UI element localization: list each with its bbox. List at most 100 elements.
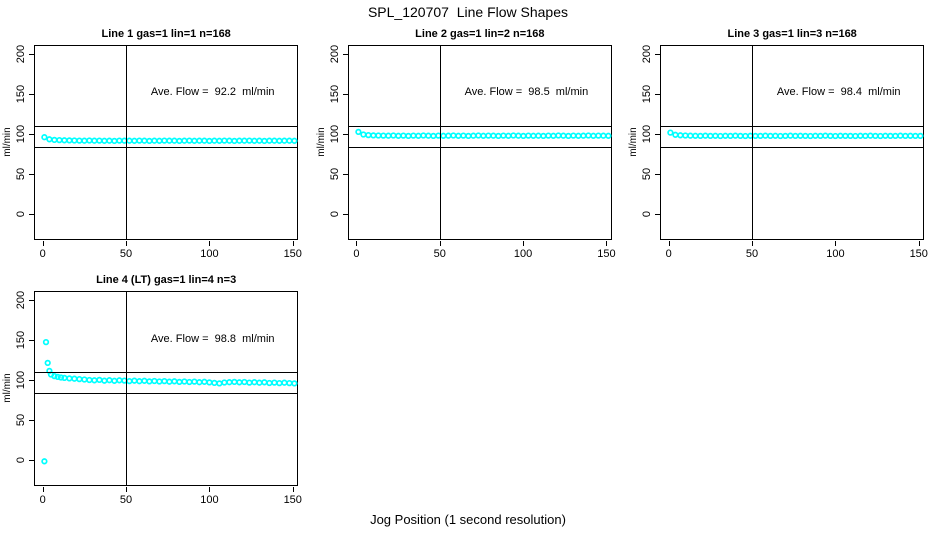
data-point xyxy=(231,378,238,385)
ave-flow-label: Ave. Flow = 98.4 ml/min xyxy=(776,86,901,99)
data-point xyxy=(832,132,839,139)
panel-title: Line 1 gas=1 lin=1 n=168 xyxy=(101,27,231,40)
data-point xyxy=(584,131,592,139)
data-point xyxy=(862,132,869,139)
x-tick xyxy=(292,487,294,493)
data-point xyxy=(81,376,88,383)
data-point xyxy=(777,132,784,139)
x-tick xyxy=(523,241,525,246)
data-point xyxy=(136,377,143,385)
data-point xyxy=(559,132,567,139)
data-point xyxy=(534,132,542,139)
data-point xyxy=(892,132,899,139)
panel-line-2: Line 2 gas=1 lin=2 n=168 Ave. Flow = 98.… xyxy=(316,28,616,261)
y-tick xyxy=(342,214,348,215)
y-tick xyxy=(655,54,660,55)
data-point xyxy=(812,132,819,139)
x-tick-label: 150 xyxy=(283,494,302,507)
data-point xyxy=(494,132,502,139)
data-point xyxy=(807,132,814,139)
data-point xyxy=(106,137,113,144)
y-tick xyxy=(29,300,34,302)
y-tick-label: 150 xyxy=(15,84,27,104)
panel-line-4: Line 4 (LT) gas=1 lin=4 n=3 Ave. Flow = … xyxy=(2,274,302,507)
x-tick xyxy=(752,241,754,246)
data-point xyxy=(196,378,203,386)
data-point xyxy=(419,131,427,139)
data-point xyxy=(181,137,188,144)
data-point xyxy=(677,131,684,138)
data-point xyxy=(564,132,572,139)
lower-ref-line xyxy=(348,146,611,148)
ave-flow-label: Ave. Flow = 98.5 ml/min xyxy=(464,86,589,99)
data-point xyxy=(251,378,258,386)
data-point xyxy=(732,132,739,139)
data-point xyxy=(902,132,909,139)
data-point xyxy=(156,378,163,385)
data-point xyxy=(76,375,83,382)
lower-ref-line xyxy=(661,146,924,148)
data-point xyxy=(281,379,288,386)
data-point xyxy=(712,132,719,139)
data-point xyxy=(271,137,278,144)
y-tick-label: 0 xyxy=(15,210,27,218)
data-point xyxy=(86,136,93,144)
data-point xyxy=(379,131,387,139)
data-point xyxy=(687,132,694,139)
data-point xyxy=(589,132,597,139)
data-point xyxy=(44,359,51,366)
y-tick xyxy=(29,380,34,382)
upper-ref-line xyxy=(35,126,298,127)
data-point xyxy=(41,133,48,140)
data-point xyxy=(146,137,153,144)
data-point xyxy=(772,132,779,139)
data-point xyxy=(847,132,854,139)
data-point xyxy=(484,131,492,139)
x-tick xyxy=(918,241,920,246)
x-tick xyxy=(292,241,294,246)
data-point xyxy=(236,137,243,144)
data-point xyxy=(181,378,188,385)
data-point xyxy=(91,137,98,144)
data-point xyxy=(917,132,924,139)
data-point xyxy=(81,137,88,144)
data-point xyxy=(364,131,372,138)
data-point xyxy=(61,374,68,381)
y-tick xyxy=(29,420,34,422)
lower-ref-line xyxy=(35,146,298,148)
y-tick-label: 50 xyxy=(328,167,341,181)
data-point xyxy=(489,132,497,139)
data-point xyxy=(414,132,422,139)
data-point xyxy=(261,137,268,144)
data-point xyxy=(464,132,472,139)
data-point xyxy=(61,136,68,143)
data-point xyxy=(544,131,552,139)
data-point xyxy=(171,377,178,385)
x-tick xyxy=(439,241,441,246)
y-tick-label: 100 xyxy=(641,124,653,144)
data-point xyxy=(186,378,193,385)
data-point xyxy=(266,137,273,144)
lower-ref-line xyxy=(35,392,298,394)
data-point xyxy=(519,132,527,139)
data-point xyxy=(842,132,849,139)
data-point xyxy=(91,376,98,384)
data-point xyxy=(201,378,208,385)
data-point xyxy=(221,379,228,386)
data-point xyxy=(682,131,689,139)
y-axis-label: ml/min xyxy=(628,127,639,157)
data-point xyxy=(469,132,477,139)
data-point xyxy=(191,378,198,385)
y-tick-label: 0 xyxy=(15,457,27,464)
data-point xyxy=(291,137,298,144)
y-axis-label: ml/min xyxy=(2,373,13,404)
plot-frame: Ave. Flow = 98.5 ml/min 0 50 100 150 200 0 50 1… xyxy=(329,44,616,260)
y-tick xyxy=(29,174,34,175)
data-point xyxy=(116,376,123,384)
scatter-canvas xyxy=(354,128,612,139)
data-point xyxy=(286,137,293,144)
data-point xyxy=(702,132,709,139)
data-point xyxy=(236,378,243,386)
data-point xyxy=(191,137,198,144)
panel-line-3: Line 3 gas=1 lin=3 n=168 Ave. Flow = 98.… xyxy=(628,28,928,261)
